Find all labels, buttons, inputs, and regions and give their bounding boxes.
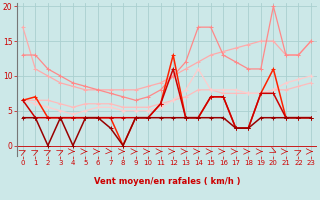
X-axis label: Vent moyen/en rafales ( km/h ): Vent moyen/en rafales ( km/h ) (94, 177, 240, 186)
